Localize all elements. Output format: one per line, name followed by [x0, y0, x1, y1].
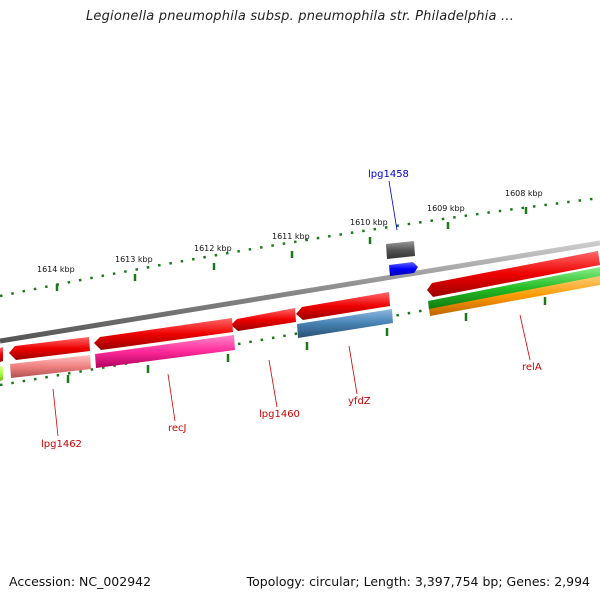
feature-orange-row[interactable] [429, 276, 600, 316]
leader-lpg1460 [268, 359, 278, 408]
gene-label-lpg1458[interactable]: lpg1458 [368, 169, 409, 180]
feature-yfdZ-red[interactable] [296, 292, 390, 320]
ruler-label-1610: 1610 kbp [350, 218, 388, 227]
leader-yfdZ [348, 345, 358, 395]
genome-backbone [0, 240, 600, 344]
genome-summary-text: Topology: circular; Length: 3,397,754 bp… [246, 574, 590, 589]
feature-gray-block[interactable] [386, 241, 415, 259]
feature-green-row[interactable] [428, 267, 600, 310]
leader-lpg1462 [52, 388, 59, 437]
leader-recJ [167, 373, 176, 422]
feature-recJ-red[interactable] [94, 318, 233, 350]
map-title: Legionella pneumophila subsp. pneumophil… [85, 9, 515, 24]
ruler-label-1611: 1611 kbp [272, 232, 310, 241]
outer-major-ticks [55, 207, 528, 291]
feature-relA[interactable] [427, 251, 600, 297]
accession-text: Accession: NC_002942 [9, 574, 152, 589]
ruler-label-1609: 1609 kbp [427, 204, 465, 213]
ruler-label-1613: 1613 kbp [115, 255, 153, 264]
leader-relA [519, 314, 531, 361]
feature-lpg1460[interactable] [231, 308, 296, 331]
feature-lpg1462-salmon[interactable] [10, 355, 91, 378]
feature-lpg1458-arrow[interactable] [389, 262, 418, 276]
feature-lime-edge[interactable] [0, 366, 3, 381]
ruler-label-1614: 1614 kbp [37, 265, 75, 274]
gene-label-recJ[interactable]: recJ [168, 423, 187, 434]
inner-major-ticks [66, 297, 547, 383]
feature-lpg1462-red[interactable] [9, 337, 90, 360]
feature-red-left-edge[interactable] [0, 347, 3, 362]
gene-label-yfdZ[interactable]: yfdZ [348, 396, 371, 407]
feature-recJ-pink[interactable] [95, 335, 235, 368]
leader-lpg1458 [388, 180, 398, 231]
ruler-label-1612: 1612 kbp [194, 244, 232, 253]
gene-label-lpg1462[interactable]: lpg1462 [41, 439, 82, 450]
ruler-label-1608: 1608 kbp [505, 189, 543, 198]
gene-label-relA[interactable]: relA [522, 362, 542, 373]
feature-yfdZ-steel[interactable] [297, 309, 393, 338]
gene-label-lpg1460[interactable]: lpg1460 [259, 409, 300, 420]
